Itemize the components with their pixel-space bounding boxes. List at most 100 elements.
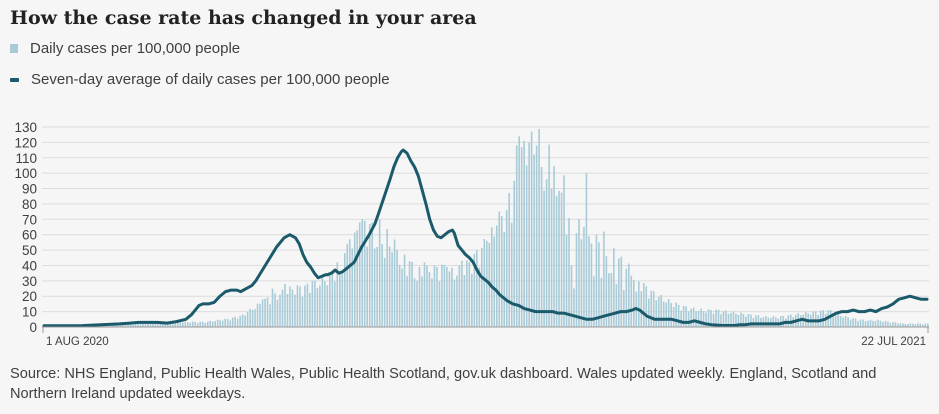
daily-case-bar	[378, 219, 381, 327]
daily-case-bar	[505, 210, 508, 327]
daily-case-bar	[134, 323, 137, 327]
daily-case-bar	[637, 281, 640, 327]
legend-seven-day-average: Seven-day average of daily cases per 100…	[10, 71, 390, 88]
y-tick-label: 20	[22, 289, 37, 304]
daily-case-bar	[403, 254, 406, 327]
seven-day-average-layer	[42, 148, 929, 328]
daily-case-bar	[236, 318, 239, 327]
daily-case-bar	[583, 227, 585, 327]
daily-case-bar	[177, 321, 179, 327]
daily-case-bar	[598, 242, 600, 327]
daily-case-bar	[844, 315, 847, 327]
daily-case-bar	[219, 320, 221, 327]
daily-case-bar	[353, 232, 356, 327]
y-tick-label: 120	[14, 135, 37, 150]
daily-case-bar	[710, 310, 712, 327]
daily-case-bar	[316, 288, 319, 327]
daily-case-bar	[201, 321, 204, 327]
legend-bars-label: Daily cases per 100,000 people	[30, 40, 241, 57]
daily-case-bar	[692, 307, 695, 327]
daily-case-bar	[565, 234, 568, 327]
daily-case-bar	[326, 285, 329, 327]
daily-case-bar	[486, 240, 488, 327]
daily-case-bar	[498, 211, 501, 327]
daily-case-bar	[737, 314, 740, 327]
daily-case-bar	[274, 293, 276, 327]
y-tick-label: 70	[22, 212, 37, 227]
daily-case-bar	[695, 311, 697, 327]
daily-case-bar	[416, 280, 418, 327]
daily-case-bar	[174, 322, 177, 327]
daily-case-bar	[548, 144, 550, 327]
daily-case-bar	[436, 267, 438, 327]
daily-case-bar	[702, 311, 705, 327]
daily-case-bar	[167, 322, 169, 327]
daily-case-bar	[393, 239, 396, 327]
daily-case-bar	[864, 321, 867, 327]
daily-case-bar	[595, 234, 598, 327]
daily-case-bar	[503, 231, 506, 327]
daily-case-bar	[154, 323, 157, 327]
daily-case-bar	[211, 321, 214, 327]
daily-case-bar	[456, 275, 458, 327]
daily-case-bar	[309, 292, 311, 327]
daily-case-bar	[742, 314, 745, 327]
daily-case-bar	[191, 321, 194, 327]
daily-case-bar	[560, 192, 563, 327]
daily-case-bar	[605, 256, 608, 327]
daily-case-bar	[413, 278, 416, 327]
daily-case-bar	[381, 244, 383, 327]
y-tick-label: 40	[22, 258, 37, 273]
daily-case-bar	[919, 323, 922, 327]
daily-case-bar	[645, 286, 648, 327]
daily-case-bar	[712, 313, 715, 327]
daily-case-bar	[889, 323, 892, 327]
daily-case-bar	[184, 321, 187, 327]
daily-case-bar	[767, 317, 770, 327]
daily-case-bar	[523, 140, 525, 327]
daily-case-bar	[244, 315, 246, 327]
daily-case-bar	[625, 268, 628, 327]
daily-case-bar	[490, 227, 493, 327]
daily-case-bar	[426, 265, 428, 327]
daily-case-bar	[775, 317, 777, 327]
y-tick-label: 130	[14, 120, 37, 135]
legend-bar-swatch	[10, 44, 18, 53]
daily-case-bar	[199, 321, 202, 327]
daily-case-bar	[119, 324, 122, 327]
daily-case-bar	[428, 271, 431, 327]
daily-case-bar	[468, 262, 471, 327]
daily-case-bar	[732, 311, 735, 327]
daily-case-bar	[348, 239, 351, 327]
daily-case-bar	[904, 323, 907, 327]
daily-case-bar	[518, 136, 520, 327]
daily-case-bar	[361, 219, 364, 327]
daily-case-bar	[164, 323, 167, 327]
daily-case-bar	[329, 273, 331, 327]
daily-case-bar	[187, 322, 189, 327]
daily-case-bar	[368, 223, 371, 327]
daily-case-bar	[570, 265, 573, 327]
daily-case-bar	[137, 323, 139, 327]
daily-case-bar	[874, 321, 877, 327]
daily-case-bar	[677, 304, 680, 327]
daily-case-bar	[538, 129, 540, 327]
daily-case-bar	[448, 271, 451, 327]
daily-case-bar	[386, 229, 388, 327]
daily-case-bar	[762, 317, 765, 327]
daily-case-bar	[99, 325, 102, 327]
daily-case-bar	[109, 324, 112, 327]
daily-case-bar	[122, 324, 124, 327]
daily-case-bar	[553, 166, 555, 327]
daily-case-bar	[336, 262, 339, 327]
daily-case-bar	[620, 256, 623, 327]
daily-case-bar	[383, 257, 386, 327]
daily-case-bar	[603, 231, 605, 327]
y-tick-label: 110	[15, 151, 37, 166]
daily-case-bar	[346, 244, 349, 327]
daily-case-bar	[294, 294, 296, 327]
daily-case-bar	[334, 281, 336, 327]
daily-case-bar	[884, 320, 887, 327]
daily-case-bar	[224, 318, 226, 327]
daily-case-bar	[735, 313, 737, 327]
